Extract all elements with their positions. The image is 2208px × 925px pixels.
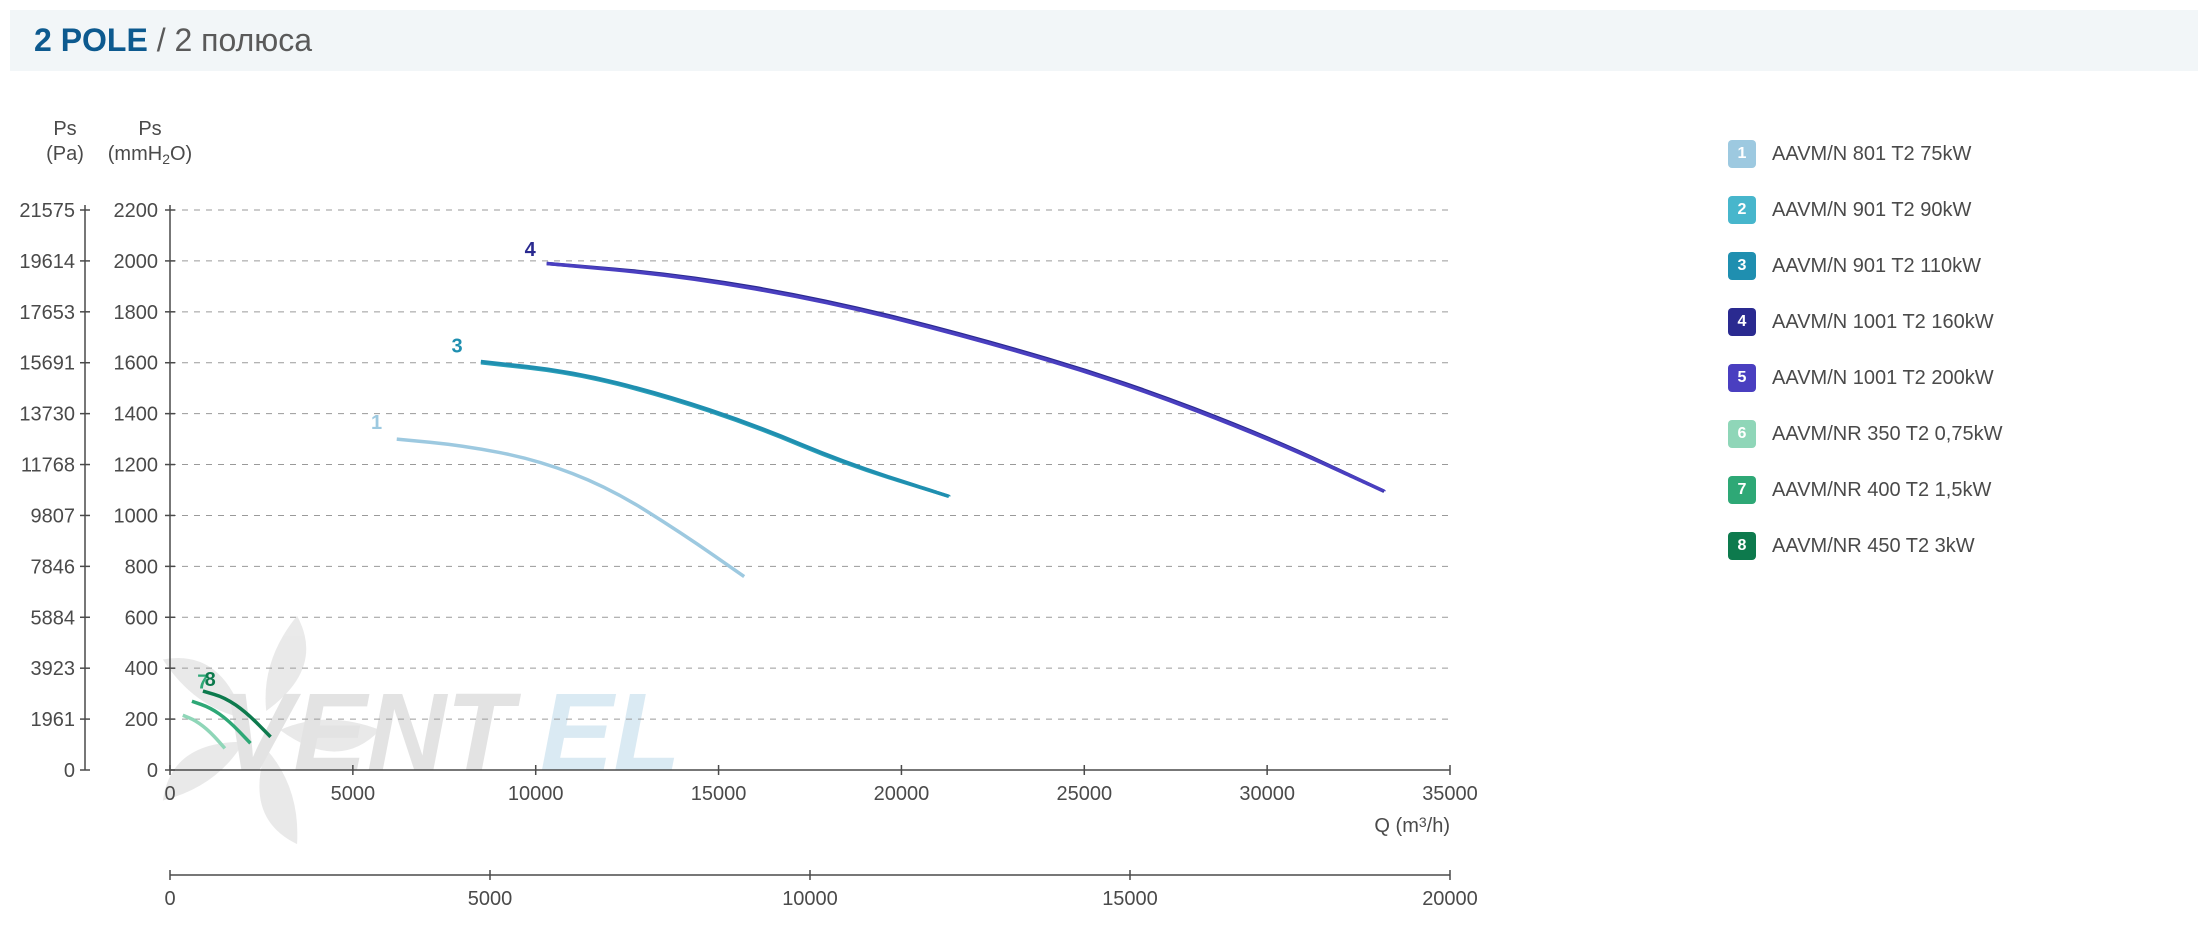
x-tick-m3h: 10000 [508,783,564,805]
y-tick-pa: 0 [64,760,75,782]
title-sep: / [148,22,175,58]
x-tick-m3h: 15000 [691,783,747,805]
legend-item: 7 AAVM/NR 400 T2 1,5kW [1728,476,2128,504]
x-tick-m3h: 0 [164,783,175,805]
y-tick-mm: 2200 [114,200,159,222]
x-tick-m3h: 5000 [331,783,376,805]
legend-number-box: 6 [1728,420,1756,448]
y-tick-pa: 19614 [19,251,75,273]
x-tick-cfm: 15000 [1102,888,1158,910]
chart-svg: VENTEL0196139235884784698071176813730156… [0,90,1510,910]
y-tick-pa: 5884 [31,607,76,629]
legend-number-box: 3 [1728,252,1756,280]
y-tick-pa: 7846 [31,556,76,578]
y-tick-mm: 2000 [114,251,159,273]
title-en: 2 POLE [34,22,148,58]
y-tick-pa: 13730 [19,404,75,426]
curve-6 [183,715,225,748]
watermark: VENTEL [163,616,681,844]
x-tick-m3h: 35000 [1422,783,1478,805]
svg-text:EL: EL [540,671,681,794]
y-tick-pa: 9807 [31,505,76,527]
chart-legend: 1AAVM/N 801 T2 75kW2AAVM/N 901 T2 90kW3A… [1728,140,2128,588]
x-tick-m3h: 25000 [1056,783,1112,805]
y-tick-mm: 0 [147,760,158,782]
y-tick-mm: 1400 [114,404,159,426]
x-tick-cfm: 5000 [468,888,513,910]
curve-label-4: 4 [525,239,537,261]
legend-label: AAVM/N 1001 T2 200kW [1772,367,1994,390]
curve-1 [397,439,744,576]
y-tick-mm: 1800 [114,302,159,324]
y-tick-pa: 21575 [19,200,75,222]
x-tick-m3h: 30000 [1239,783,1295,805]
legend-item: 6 AAVM/NR 350 T2 0,75kW [1728,420,2128,448]
legend-item: 1 AAVM/N 801 T2 75kW [1728,140,2128,168]
legend-label: AAVM/N 1001 T2 160kW [1772,311,1994,334]
y-tick-mm: 600 [125,607,158,629]
y-tick-mm: 800 [125,556,158,578]
curve-5 [547,263,1384,491]
curve-label-3: 3 [451,336,462,358]
x-tick-cfm: 20000 [1422,888,1478,910]
legend-number-box: 5 [1728,364,1756,392]
legend-label: AAVM/N 901 T2 110kW [1772,255,1981,278]
page-title: 2 POLE / 2 полюса [34,22,312,58]
legend-number-box: 4 [1728,308,1756,336]
y-tick-pa: 15691 [19,353,75,375]
legend-label: AAVM/NR 450 T2 3kW [1772,535,1975,558]
legend-item: 3 AAVM/N 901 T2 110kW [1728,252,2128,280]
curve-4 [547,263,1384,491]
y-tick-mm: 200 [125,709,158,731]
y-tick-pa: 17653 [19,302,75,324]
y-label-pa-1: Ps [53,118,76,140]
page-header: 2 POLE / 2 полюса [10,10,2198,71]
y-tick-mm: 1200 [114,455,159,477]
performance-chart: VENTEL0196139235884784698071176813730156… [0,90,1510,910]
legend-label: AAVM/N 801 T2 75kW [1772,143,1971,166]
x-label-m3h: Q (m3/h) [1374,814,1450,837]
legend-item: 5 AAVM/N 1001 T2 200kW [1728,364,2128,392]
curve-label-8: 8 [205,669,216,691]
y-tick-mm: 1000 [114,505,159,527]
legend-number-box: 8 [1728,532,1756,560]
y-label-mm-2: (mmH2O) [108,143,192,167]
legend-item: 4 AAVM/N 1001 T2 160kW [1728,308,2128,336]
title-ru: 2 полюса [174,22,312,58]
legend-number-box: 7 [1728,476,1756,504]
y-label-pa-2: (Pa) [46,143,84,165]
y-tick-pa: 3923 [31,658,76,680]
y-tick-mm: 1600 [114,353,159,375]
curve-2 [481,363,949,497]
y-tick-pa: 1961 [31,709,76,731]
legend-number-box: 1 [1728,140,1756,168]
curve-label-1: 1 [371,412,382,434]
legend-label: AAVM/NR 400 T2 1,5kW [1772,479,1991,502]
legend-item: 2 AAVM/N 901 T2 90kW [1728,196,2128,224]
legend-label: AAVM/NR 350 T2 0,75kW [1772,423,2002,446]
y-label-mm-1: Ps [138,118,161,140]
legend-label: AAVM/N 901 T2 90kW [1772,199,1971,222]
y-tick-mm: 400 [125,658,158,680]
legend-number-box: 2 [1728,196,1756,224]
y-tick-pa: 11768 [21,455,75,477]
legend-item: 8 AAVM/NR 450 T2 3kW [1728,532,2128,560]
x-tick-m3h: 20000 [874,783,930,805]
x-tick-cfm: 10000 [782,888,838,910]
x-tick-cfm: 0 [164,888,175,910]
